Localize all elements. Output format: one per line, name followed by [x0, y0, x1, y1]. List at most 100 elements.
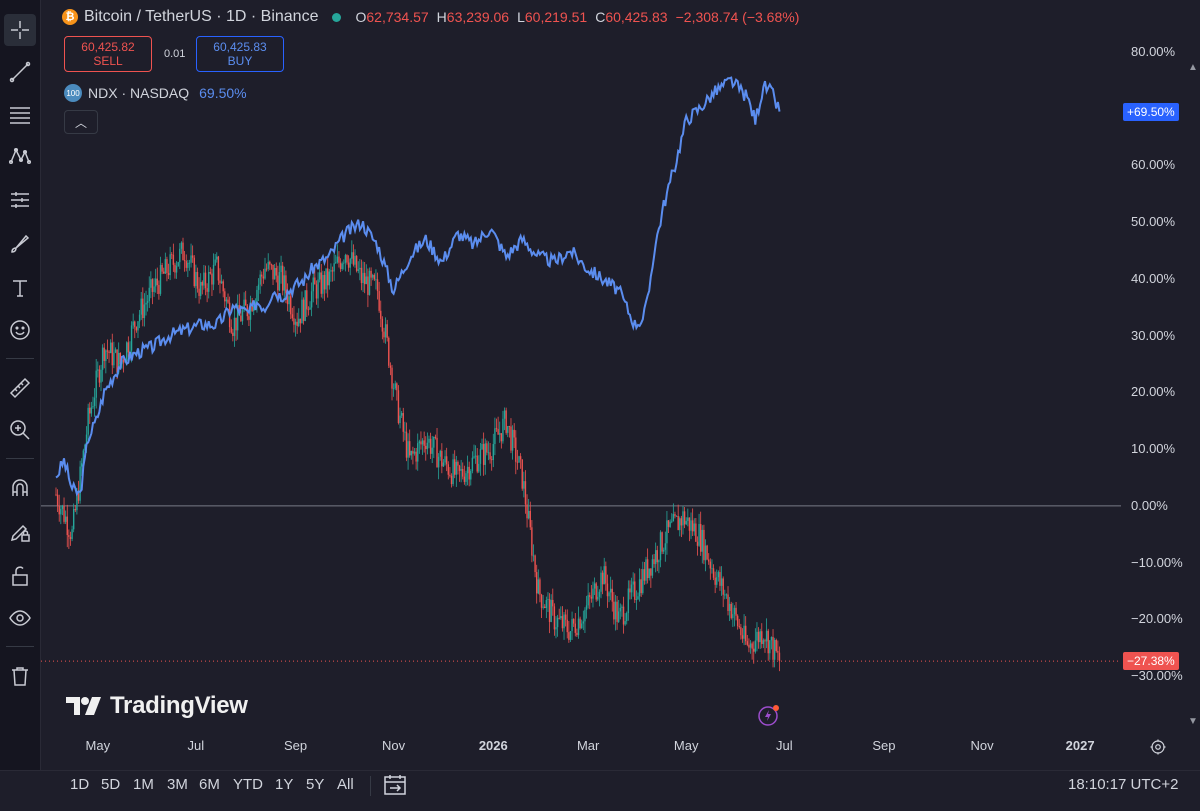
zoom-in-icon[interactable] — [4, 414, 36, 446]
candle-body — [328, 271, 331, 286]
lock-drawing-icon[interactable] — [4, 516, 36, 548]
range-button-5y[interactable]: 5Y — [306, 776, 325, 793]
candle-body — [539, 579, 541, 595]
range-button-1m[interactable]: 1M — [133, 776, 154, 793]
forecast-icon[interactable] — [4, 184, 36, 216]
trash-icon[interactable] — [4, 660, 36, 692]
candle-body — [137, 321, 139, 331]
compare-symbol: NDX · NASDAQ — [88, 85, 190, 101]
candle-body — [203, 272, 205, 286]
magnet-icon[interactable] — [4, 472, 36, 504]
candle-body — [185, 261, 187, 268]
chevron-up-icon: ︿ — [74, 115, 87, 130]
candle-body — [273, 267, 276, 280]
candle-body — [161, 264, 163, 272]
ruler-icon[interactable] — [4, 372, 36, 404]
candle-body — [320, 272, 322, 294]
candle-body — [376, 279, 379, 292]
candle-body — [257, 284, 260, 290]
clock[interactable]: 18:10:17 UTC+2 — [1068, 776, 1179, 793]
crosshair-icon[interactable] — [4, 14, 36, 46]
candle-body — [359, 267, 361, 270]
compare-legend[interactable]: 100 NDX · NASDAQ 69.50% — [64, 84, 247, 102]
brush-icon[interactable] — [4, 228, 36, 260]
collapse-legend-button[interactable]: ︿ — [64, 110, 98, 134]
candle-body — [555, 627, 557, 630]
candle-body — [352, 252, 355, 265]
sell-button[interactable]: 60,425.82 SELL — [64, 36, 152, 72]
candle-body — [362, 272, 364, 284]
candle-body — [622, 606, 625, 625]
range-button-1d[interactable]: 1D — [70, 776, 90, 793]
ndx-line — [55, 76, 781, 497]
candle-body — [425, 445, 427, 450]
fib-retracement-icon[interactable] — [4, 98, 36, 130]
emoji-icon[interactable] — [4, 314, 36, 346]
candle-body — [463, 476, 466, 482]
x-tick-label: Jul — [187, 738, 205, 753]
range-button-ytd[interactable]: YTD — [233, 776, 263, 793]
date-range-calendar-icon[interactable] — [382, 772, 408, 798]
range-button-3m[interactable]: 3M — [167, 776, 188, 793]
candle-body — [704, 545, 707, 561]
unlock-icon[interactable] — [4, 560, 36, 592]
candle-body — [256, 289, 258, 303]
range-button-all[interactable]: All — [337, 776, 354, 793]
candle-body — [421, 440, 424, 445]
candle-body — [595, 583, 597, 600]
candle-body — [455, 461, 458, 475]
candle-body — [609, 588, 612, 593]
candle-body — [542, 606, 544, 608]
candle-body — [640, 579, 642, 594]
price-plot[interactable] — [41, 0, 1121, 732]
candle-body — [330, 270, 332, 272]
range-button-5d[interactable]: 5D — [101, 776, 121, 793]
chart-area[interactable] — [41, 0, 1121, 732]
candle-body — [762, 640, 765, 644]
buy-button[interactable]: 60,425.83 BUY — [196, 36, 284, 72]
btc-price-badge: −27.38% — [1123, 652, 1179, 671]
candle-body — [540, 594, 543, 608]
range-button-6m[interactable]: 6M — [199, 776, 220, 793]
candle-body — [725, 594, 728, 596]
candle-body — [346, 255, 348, 263]
candle-body — [507, 426, 509, 433]
candle-body — [484, 443, 486, 465]
candle-body — [407, 441, 409, 458]
candle-body — [343, 262, 345, 264]
candle-body — [331, 270, 334, 272]
candle-body — [552, 599, 554, 607]
pattern-icon[interactable] — [4, 140, 36, 172]
ohlc-open-key: O — [355, 9, 367, 25]
ohlc-open-value: 62,734.57 — [366, 9, 429, 25]
x-tick-label: Nov — [382, 738, 406, 753]
candle-body — [544, 606, 546, 609]
candle-body — [183, 260, 186, 262]
chart-settings-gear-icon[interactable] — [1149, 738, 1167, 756]
candle-body — [199, 282, 202, 296]
lightning-alert-icon[interactable] — [758, 704, 780, 726]
candle-body — [193, 257, 195, 287]
candle-body — [60, 508, 62, 515]
trend-line-icon[interactable] — [4, 56, 36, 88]
x-tick-label: 2027 — [1065, 738, 1095, 753]
candle-body — [79, 466, 81, 501]
candle-body — [171, 254, 173, 256]
candle-body — [299, 318, 302, 324]
scroll-up-icon[interactable]: ▲ — [1188, 62, 1198, 73]
candle-body — [89, 407, 91, 414]
scroll-down-icon[interactable]: ▼ — [1188, 716, 1198, 727]
candle-body — [191, 255, 194, 258]
candle-body — [370, 270, 372, 278]
range-button-1y[interactable]: 1Y — [275, 776, 294, 793]
symbol-legend[interactable]: ₿ Bitcoin / TetherUS · 1D · Binance O 62,… — [62, 8, 807, 26]
candle-body — [357, 269, 359, 271]
candle-body — [523, 481, 525, 489]
candle-body — [746, 641, 749, 645]
candle-body — [351, 252, 353, 259]
ohlc-low-key: L — [517, 9, 525, 25]
candle-body — [209, 272, 212, 274]
candle-body — [318, 272, 321, 280]
text-icon[interactable] — [4, 272, 36, 304]
eye-icon[interactable] — [4, 602, 36, 634]
